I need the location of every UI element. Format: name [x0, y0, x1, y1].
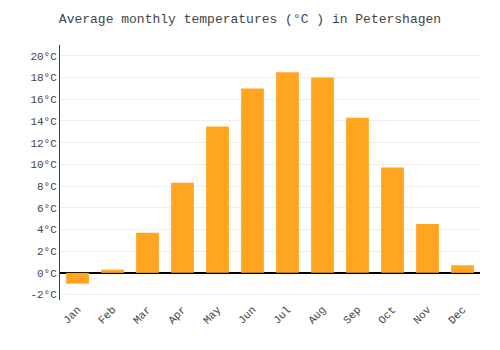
svg-text:2°C: 2°C [37, 246, 57, 258]
svg-text:Jul: Jul [271, 304, 293, 326]
svg-text:20°C: 20°C [30, 51, 57, 63]
svg-text:Feb: Feb [96, 304, 118, 326]
svg-text:Nov: Nov [411, 304, 434, 327]
svg-text:Aug: Aug [306, 304, 328, 326]
svg-text:-2°C: -2°C [30, 289, 57, 301]
svg-text:4°C: 4°C [37, 224, 57, 236]
svg-text:10°C: 10°C [30, 159, 57, 171]
svg-text:Sep: Sep [341, 304, 363, 326]
svg-text:Apr: Apr [166, 304, 188, 326]
svg-text:Mar: Mar [131, 304, 153, 326]
svg-text:8°C: 8°C [37, 181, 57, 193]
svg-text:May: May [201, 304, 224, 327]
svg-text:Oct: Oct [376, 304, 398, 326]
svg-text:0°C: 0°C [37, 268, 57, 280]
svg-text:Dec: Dec [446, 304, 468, 326]
svg-text:6°C: 6°C [37, 203, 57, 215]
svg-text:16°C: 16°C [30, 94, 57, 106]
svg-text:Average monthly temperatures (: Average monthly temperatures (°C ) in Pe… [59, 12, 441, 27]
svg-text:12°C: 12°C [30, 138, 57, 150]
svg-text:Jun: Jun [236, 304, 258, 326]
svg-text:14°C: 14°C [30, 116, 57, 128]
svg-text:Jan: Jan [61, 304, 83, 326]
svg-text:18°C: 18°C [30, 72, 57, 84]
